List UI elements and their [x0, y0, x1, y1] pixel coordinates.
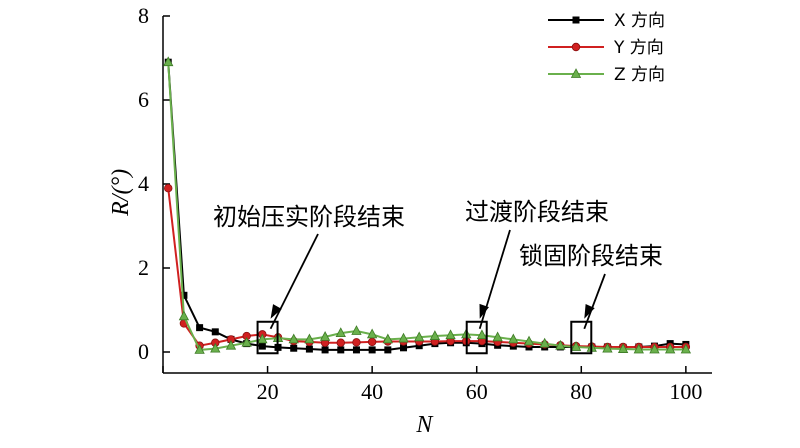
series-line	[167, 62, 686, 351]
data-point	[633, 343, 644, 354]
y-tick-label: 8	[138, 3, 149, 28]
data-point	[304, 333, 315, 344]
annotation-arrow-line	[478, 229, 511, 330]
data-point	[366, 328, 378, 339]
data-point	[680, 343, 692, 354]
annotation-arrow-line	[269, 233, 319, 330]
data-point	[352, 338, 361, 347]
legend-item: Y 方向	[548, 38, 664, 58]
data-point	[384, 346, 392, 354]
x-tick-label: 40	[361, 379, 383, 404]
data-point	[523, 335, 535, 346]
x-tick-label: 20	[257, 379, 279, 404]
data-point	[258, 342, 266, 350]
x-tick-label: 100	[669, 379, 702, 404]
series-line	[167, 188, 686, 348]
legend-marker	[572, 16, 580, 24]
data-point	[225, 339, 237, 350]
data-point	[445, 329, 456, 340]
annotation-label: 过渡阶段结束	[465, 198, 609, 226]
data-point	[617, 343, 629, 353]
legend-label: Z 方向	[614, 65, 665, 85]
data-point	[321, 346, 329, 354]
legend: X 方向 Y 方向 Z 方向	[548, 11, 665, 85]
data-point	[492, 331, 503, 342]
data-point	[351, 325, 362, 335]
data-point	[319, 331, 331, 341]
annotation-arrow-line	[583, 273, 606, 330]
data-point	[429, 330, 441, 340]
data-point	[194, 344, 205, 354]
axes: 0 2 4 6 8 20 40 60 80 100 N R/(°)	[108, 3, 712, 438]
legend-item: X 方向	[548, 11, 665, 31]
data-point	[180, 291, 188, 299]
data-point	[337, 346, 345, 354]
data-point	[367, 337, 377, 347]
data-point	[196, 324, 204, 332]
data-point	[570, 341, 582, 351]
annotation-box	[256, 320, 279, 355]
data-point	[305, 345, 313, 353]
data-point	[649, 343, 660, 354]
legend-label: Y 方向	[613, 38, 664, 58]
data-point	[539, 337, 550, 348]
data-point	[415, 342, 423, 350]
annotation: 初始压实阶段结束	[213, 203, 405, 355]
data-point	[210, 342, 221, 353]
data-point	[241, 336, 252, 347]
data-point	[288, 333, 299, 344]
data-point	[602, 342, 613, 353]
annotation-box	[570, 320, 593, 355]
x-tick-label: 60	[466, 379, 488, 404]
data-point	[382, 333, 393, 344]
data-point	[400, 344, 408, 352]
y-tick-label: 2	[138, 255, 149, 280]
data-point	[414, 331, 425, 342]
annotation: 过渡阶段结束	[465, 198, 609, 355]
annotation-label: 锁固阶段结束	[519, 242, 663, 270]
y-tick-label: 0	[138, 339, 149, 364]
y-tick-label: 6	[138, 87, 149, 112]
data-point	[476, 329, 488, 340]
y-axis-title: R/(°)	[108, 169, 134, 217]
series-z	[163, 56, 692, 354]
data-point	[335, 327, 346, 338]
data-point	[336, 338, 345, 347]
data-point	[163, 56, 174, 67]
legend-marker	[571, 42, 581, 52]
data-point	[178, 310, 190, 321]
annotation-box	[465, 320, 488, 355]
data-point	[508, 333, 519, 344]
x-axis-title: N	[415, 412, 434, 438]
legend-marker	[570, 68, 582, 78]
data-point	[211, 328, 219, 336]
legend-item: Z 方向	[548, 65, 665, 85]
data-point	[257, 333, 268, 344]
data-point	[290, 344, 298, 352]
data-point	[368, 346, 376, 354]
y-tick-label: 4	[138, 171, 149, 196]
plot-area	[163, 56, 692, 354]
data-point	[555, 339, 566, 350]
data-point	[164, 183, 173, 193]
annotation-arrow-head	[479, 303, 489, 319]
data-point	[352, 346, 360, 354]
x-tick-label: 80	[570, 379, 592, 404]
annotation-arrow-head	[270, 304, 282, 319]
annotation-label: 初始压实阶段结束	[213, 203, 405, 231]
annotation-arrow-head	[584, 303, 595, 319]
data-point	[665, 343, 676, 354]
data-point	[398, 332, 409, 343]
annotation: 锁固阶段结束	[519, 242, 663, 355]
legend-label: X 方向	[614, 11, 665, 31]
